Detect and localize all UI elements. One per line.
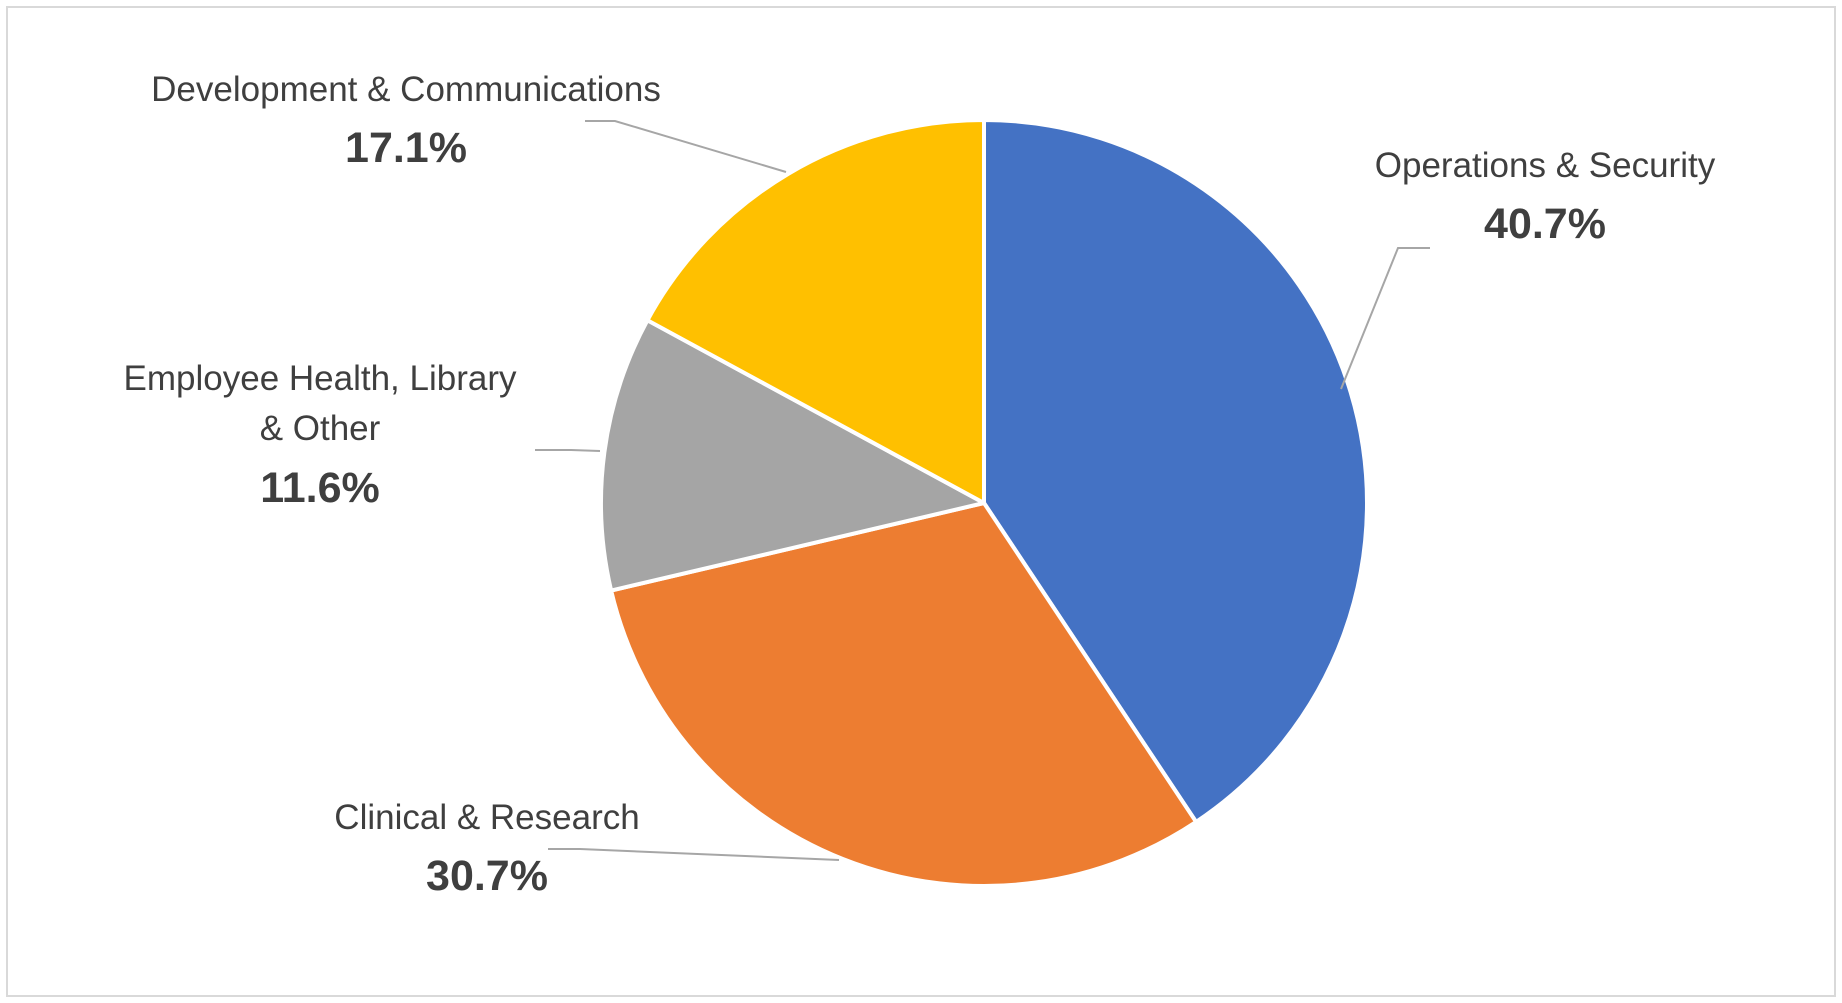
slice-category-label-line: Clinical & Research <box>334 798 639 837</box>
slice-category-label: Development & Communications <box>151 70 661 109</box>
slice-value-label: 30.7% <box>426 852 548 900</box>
slice-value-label: 17.1% <box>345 124 467 172</box>
leader-line <box>548 848 840 861</box>
pie-slice <box>609 501 1199 889</box>
pie-slice <box>599 318 986 593</box>
slice-category-label: Operations & Security <box>1375 146 1716 185</box>
leader-line <box>1340 247 1430 390</box>
leader-line <box>585 120 787 173</box>
slice-category-label-line: Operations & Security <box>1375 146 1716 185</box>
slice-category-label-line: Development & Communications <box>151 70 661 109</box>
slice-labels: Operations & Security 40.7% Clinical & Res… <box>124 70 1716 900</box>
pie-slice <box>645 118 986 505</box>
slice-category-label-line: & Other <box>260 409 381 448</box>
slice-category-label: Employee Health, Library & Other <box>124 359 517 448</box>
slice-category-label: Clinical & Research <box>334 798 639 837</box>
leader-line <box>535 449 601 452</box>
slice-value-label: 11.6% <box>260 464 380 512</box>
slice-value-label: 40.7% <box>1484 200 1606 248</box>
slice-category-label-line: Employee Health, Library <box>124 359 517 398</box>
leader-lines <box>535 120 1430 861</box>
pie-slices <box>599 118 1369 889</box>
